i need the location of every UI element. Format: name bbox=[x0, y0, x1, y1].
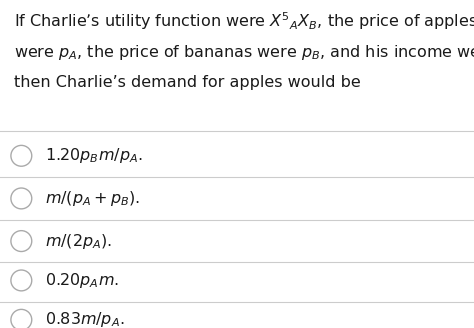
Text: then Charlie’s demand for apples would be: then Charlie’s demand for apples would b… bbox=[14, 75, 361, 91]
Text: $m/(2p_{A})$.: $m/(2p_{A})$. bbox=[45, 232, 112, 251]
Text: were $p_{A}$, the price of bananas were $p_{B}$, and his income were $m$,: were $p_{A}$, the price of bananas were … bbox=[14, 43, 474, 62]
Text: $0.20p_{A}m$.: $0.20p_{A}m$. bbox=[45, 271, 119, 290]
Text: $1.20p_{B}m/p_{A}$.: $1.20p_{B}m/p_{A}$. bbox=[45, 146, 143, 165]
Text: $0.83m/p_{A}$.: $0.83m/p_{A}$. bbox=[45, 310, 125, 328]
Text: If Charlie’s utility function were $X^{5}{}_{A}X_{B}$, the price of apples: If Charlie’s utility function were $X^{5… bbox=[14, 10, 474, 31]
Text: $m/(p_{A}+p_{B})$.: $m/(p_{A}+p_{B})$. bbox=[45, 189, 140, 208]
